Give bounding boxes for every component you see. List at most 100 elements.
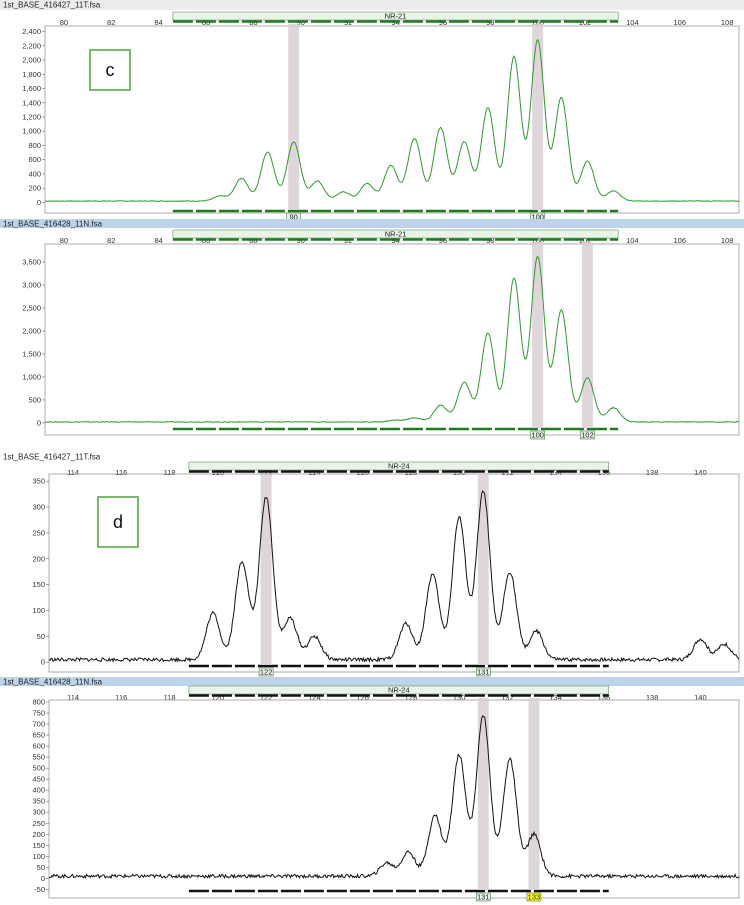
x-tick-label: 136 [598, 693, 611, 702]
allele-bin-highlight [288, 24, 300, 210]
x-tick-label: 84 [155, 18, 163, 27]
marker-range-bar [172, 11, 619, 21]
x-tick-label: 122 [260, 693, 273, 702]
x-tick-label: 108 [721, 18, 734, 27]
y-tick-label: 800 [32, 698, 45, 707]
file-name: 1st_BASE_416427_11T.fsa [3, 1, 101, 10]
y-tick-label: 2,000 [22, 56, 41, 65]
x-tick-label: 104 [626, 236, 639, 245]
x-tick-label: 118 [164, 693, 176, 702]
x-tick-label: 114 [67, 693, 79, 702]
y-tick-label: 200 [32, 830, 45, 839]
panel-letter: d [113, 512, 123, 532]
x-tick-label: 102 [579, 236, 592, 245]
allele-call-label: 102 [581, 431, 594, 440]
y-tick-label: 1,000 [22, 127, 41, 136]
x-tick-label: 130 [453, 693, 466, 702]
allele-call-label: 133 [528, 893, 541, 902]
y-tick-label: 550 [32, 753, 45, 762]
x-tick-label: 118 [164, 468, 176, 477]
x-tick-label: 80 [60, 18, 68, 27]
y-tick-label: 0 [41, 658, 45, 667]
y-tick-label: 1,400 [22, 98, 41, 107]
allele-call-label: 131 [477, 893, 490, 902]
panel-letter-box [89, 49, 131, 91]
y-tick-label: 700 [32, 720, 45, 729]
y-tick-label: 50 [37, 863, 45, 872]
marker-range-bar [188, 685, 610, 695]
y-tick-label: 1,800 [22, 70, 41, 79]
y-tick-label: 250 [32, 819, 45, 828]
x-tick-label: 140 [694, 468, 707, 477]
marker-name: NR-21 [385, 230, 407, 239]
y-tick-label: 50 [37, 632, 45, 641]
plot-frame [44, 25, 740, 214]
allele-call-label: 90 [290, 213, 298, 222]
x-tick-label: 140 [694, 693, 707, 702]
x-tick-label: 82 [107, 236, 115, 245]
y-tick-label: 650 [32, 731, 45, 740]
trace-line [48, 490, 740, 663]
y-tick-label: 150 [32, 580, 45, 589]
allele-call-box [475, 892, 491, 902]
allele-call-box [526, 892, 542, 902]
y-tick-label: 0 [41, 874, 45, 883]
y-tick-label: 1,000 [22, 372, 41, 381]
x-tick-label: 104 [626, 18, 639, 27]
allele-call-box [580, 430, 595, 440]
y-tick-label: 400 [32, 786, 45, 795]
x-tick-label: 124 [308, 693, 321, 702]
y-tick-label: 100 [32, 606, 45, 615]
y-tick-label: 2,400 [22, 27, 41, 36]
y-tick-label: 0 [37, 198, 41, 207]
plot-frame [44, 243, 740, 436]
x-tick-label: 102 [579, 18, 592, 27]
file-header-bar [0, 0, 744, 10]
x-tick-label: 82 [107, 18, 115, 27]
allele-call-label: 122 [260, 668, 273, 677]
panel-letter: c [106, 60, 115, 80]
x-tick-label: 138 [646, 468, 659, 477]
y-tick-label: 2,200 [22, 41, 41, 50]
y-tick-label: 2,000 [22, 327, 41, 336]
allele-call-box [475, 667, 491, 677]
marker-range-bar [188, 461, 610, 471]
y-tick-label: 300 [32, 503, 45, 512]
chart-panel-3: 1st_BASE_416427_11T.fsa11411611812012212… [3, 453, 740, 677]
y-tick-label: 100 [32, 852, 45, 861]
y-tick-label: 300 [32, 808, 45, 817]
marker-name: NR-24 [388, 462, 410, 471]
allele-call-label: 100 [531, 213, 544, 222]
marker-name: NR-21 [385, 12, 407, 21]
y-tick-label: 250 [32, 528, 45, 537]
y-tick-label: 1,600 [22, 84, 41, 93]
y-tick-label: 1,200 [22, 113, 41, 122]
y-tick-label: 350 [32, 797, 45, 806]
y-tick-label: 800 [28, 141, 41, 150]
x-tick-label: 138 [646, 693, 659, 702]
x-tick-label: 120 [212, 693, 225, 702]
y-tick-label: 350 [32, 477, 45, 486]
chart-panel-2: 1st_BASE_416428_11N.fsa80828486889092949… [0, 219, 744, 440]
y-tick-label: 150 [32, 841, 45, 850]
allele-call-box [258, 667, 274, 677]
y-tick-label: 600 [32, 742, 45, 751]
y-tick-label: 3,000 [22, 281, 41, 290]
trace-line [44, 255, 739, 423]
file-header-bar [0, 677, 744, 686]
y-tick-label: 1,500 [22, 349, 41, 358]
plot-frame [48, 699, 740, 899]
allele-bin-highlight [532, 242, 544, 428]
y-tick-label: 2,500 [22, 304, 41, 313]
x-tick-label: 116 [115, 468, 127, 477]
x-tick-label: 108 [721, 236, 734, 245]
x-tick-label: 106 [674, 18, 687, 27]
y-tick-label: 600 [28, 155, 41, 164]
x-tick-label: 134 [549, 468, 562, 477]
allele-bin-highlight [477, 474, 489, 665]
panel-letter-box [97, 496, 139, 548]
x-tick-label: 80 [60, 236, 68, 245]
file-name: 1st_BASE_416427_11T.fsa [3, 453, 101, 462]
allele-call-box [530, 430, 545, 440]
